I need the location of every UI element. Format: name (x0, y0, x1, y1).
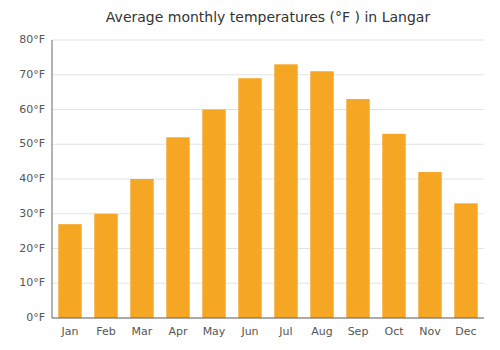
x-tick-label: Sep (348, 325, 369, 338)
y-tick-labels: 0°F 10°F 20°F 30°F 40°F 50°F 60°F 70°F 80°F (19, 33, 45, 324)
x-tick-label: Aug (311, 325, 332, 338)
grid-line (52, 144, 484, 145)
grid-line (52, 318, 484, 319)
bar (418, 172, 441, 318)
y-tick-label: 30°F (19, 207, 45, 220)
x-tick-label: Dec (455, 325, 476, 338)
y-tick-label: 80°F (19, 33, 45, 46)
grid-line (52, 40, 484, 41)
x-tick-label: May (203, 325, 226, 338)
y-tick-label: 40°F (19, 172, 45, 185)
y-axis-line (52, 40, 53, 318)
x-tick-label: Jan (61, 325, 79, 338)
y-tick-label: 50°F (19, 137, 45, 150)
x-tick-label: Mar (132, 325, 153, 338)
bar (166, 137, 189, 318)
x-tick-label: Feb (96, 325, 115, 338)
x-tick-label: Nov (419, 325, 441, 338)
page: {"chart_data": {"type": "bar", "title": … (0, 0, 500, 350)
y-tick-label: 0°F (26, 311, 45, 324)
bar (202, 110, 225, 319)
bar (310, 71, 333, 318)
chart-title: Average monthly temperatures (°F ) in La… (106, 9, 431, 25)
bar (454, 203, 477, 318)
x-tick-label: Jul (278, 325, 292, 338)
bar (94, 214, 117, 318)
bars (58, 64, 477, 318)
y-tick-label: 10°F (19, 276, 45, 289)
x-tick-labels: Jan Feb Mar Apr May Jun Jul Aug Sep Oct Nov Dec (61, 325, 477, 338)
bar (238, 78, 261, 318)
y-tick-label: 70°F (19, 68, 45, 81)
chart-svg: 0°F 10°F 20°F 30°F 40°F 50°F 60°F 70°F 80°F Jan Fe… (0, 0, 500, 350)
bar (346, 99, 369, 318)
bar (274, 64, 297, 318)
y-grid (52, 40, 484, 318)
y-tick-label: 60°F (19, 103, 45, 116)
x-tick-label: Apr (168, 325, 188, 338)
y-tick-label: 20°F (19, 242, 45, 255)
bar (58, 224, 81, 318)
x-axis-line (52, 318, 484, 319)
bar (130, 179, 153, 318)
grid-line (52, 74, 484, 75)
x-tick-label: Jun (240, 325, 258, 338)
chart-container: 0°F 10°F 20°F 30°F 40°F 50°F 60°F 70°F 80°F Jan Fe… (0, 0, 500, 350)
grid-line (52, 109, 484, 110)
x-tick-label: Oct (384, 325, 404, 338)
bar (382, 134, 405, 318)
